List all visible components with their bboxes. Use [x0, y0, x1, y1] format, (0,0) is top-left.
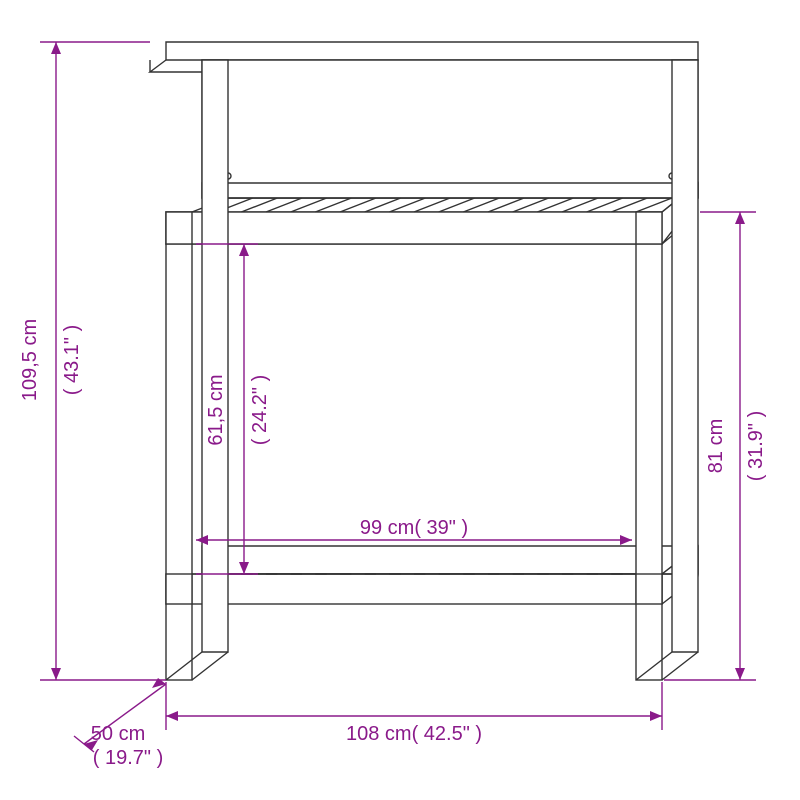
- dim-width-in: 42.5": [424, 723, 470, 745]
- dim-inner-width-cm: 99 cm: [360, 517, 414, 539]
- svg-text:( 19.7" ): ( 19.7" ): [93, 747, 163, 769]
- svg-text:99 cm( 39" ): 99 cm( 39" ): [360, 517, 468, 539]
- dim-depth: 50 cm ( 19.7" ): [74, 678, 166, 769]
- dim-total-height-in: 43.1": [61, 337, 83, 383]
- svg-text:( 43.1" ): ( 43.1" ): [61, 325, 83, 395]
- dim-inner-width: 99 cm( 39" ): [196, 517, 632, 545]
- dim-inner-width-in: 39": [427, 517, 456, 539]
- dim-worktop-height-in: 31.9": [745, 423, 767, 469]
- dim-total-height: 109,5 cm ( 43.1" ): [19, 42, 166, 680]
- dim-depth-cm: 50 cm: [91, 723, 145, 745]
- svg-text:( 24.2" ): ( 24.2" ): [249, 375, 271, 445]
- svg-text:108 cm( 42.5" ): 108 cm( 42.5" ): [346, 723, 482, 745]
- svg-text:( 31.9" ): ( 31.9" ): [745, 411, 767, 481]
- dim-total-height-cm: 109,5 cm: [19, 319, 41, 401]
- dimension-diagram: 109,5 cm ( 43.1" ) 61,5 cm ( 24.2" ) 81 …: [0, 0, 800, 800]
- dim-shelf-gap-cm: 61,5 cm: [205, 374, 227, 445]
- furniture-drawing: [150, 42, 698, 680]
- dim-worktop-height-cm: 81 cm: [705, 419, 727, 473]
- dim-depth-in: 19.7": [105, 747, 151, 769]
- dim-shelf-gap-in: 24.2": [249, 387, 271, 433]
- dim-width: 108 cm( 42.5" ): [166, 682, 662, 745]
- dim-width-cm: 108 cm: [346, 723, 412, 745]
